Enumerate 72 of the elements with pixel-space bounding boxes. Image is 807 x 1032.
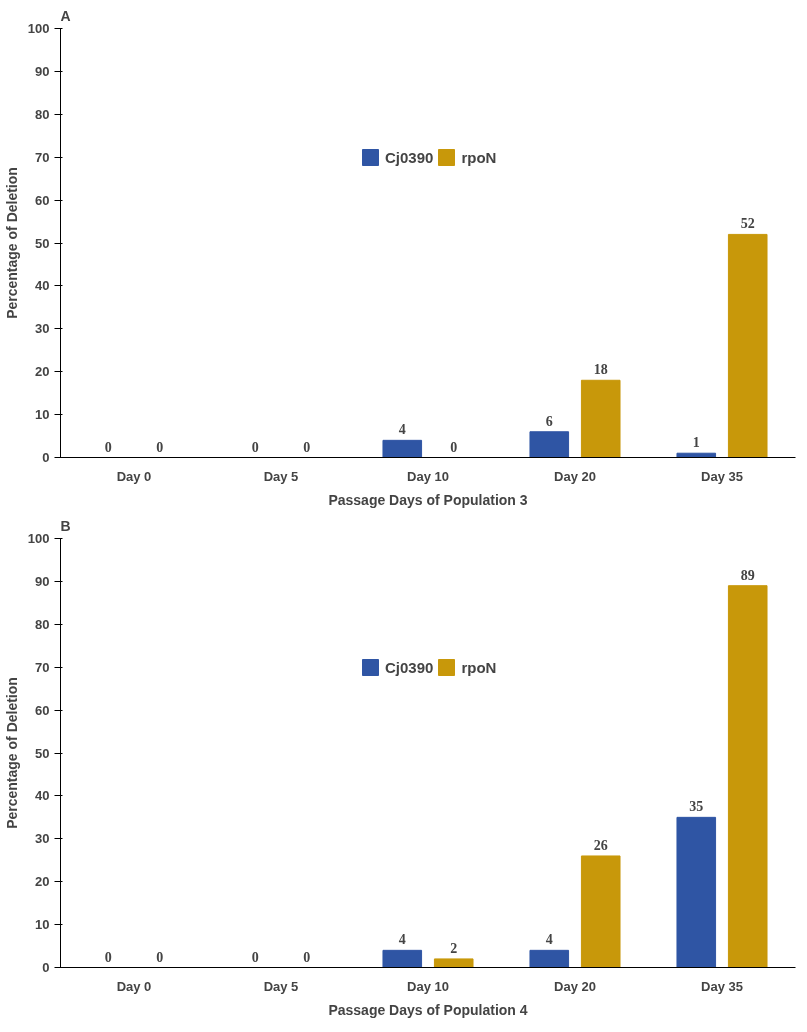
data-label: 6 bbox=[545, 413, 553, 429]
data-label: 0 bbox=[450, 439, 458, 455]
x-axis-title: Passage Days of Population 4 bbox=[328, 1001, 528, 1018]
y-tick-label: 30 bbox=[35, 831, 50, 847]
x-tick-label: Day 5 bbox=[263, 468, 299, 484]
data-label: 18 bbox=[593, 362, 608, 378]
x-tick-label: Day 5 bbox=[263, 978, 299, 994]
y-tick-label: 10 bbox=[35, 917, 50, 933]
y-tick-label: 80 bbox=[35, 616, 50, 632]
bar bbox=[727, 233, 768, 458]
bar bbox=[382, 439, 423, 458]
data-label: 0 bbox=[156, 949, 164, 965]
data-label: 26 bbox=[593, 837, 608, 853]
y-tick-label: 100 bbox=[27, 531, 50, 546]
bar bbox=[529, 431, 570, 458]
y-tick-label: 100 bbox=[27, 21, 50, 36]
bar bbox=[580, 379, 621, 458]
data-label: 2 bbox=[450, 940, 458, 956]
data-label: 0 bbox=[251, 949, 259, 965]
y-tick-label: 50 bbox=[35, 745, 50, 761]
y-tick-label: 90 bbox=[35, 63, 50, 79]
x-tick-label: Day 0 bbox=[116, 468, 152, 484]
x-tick-label: Day 0 bbox=[116, 978, 152, 994]
y-tick-label: 0 bbox=[42, 450, 50, 465]
bar bbox=[529, 949, 570, 968]
y-tick-label: 50 bbox=[35, 235, 50, 251]
data-label: 89 bbox=[740, 567, 755, 583]
y-tick-label: 60 bbox=[35, 702, 50, 718]
y-tick-label: 30 bbox=[35, 321, 50, 337]
y-tick-label: 10 bbox=[35, 407, 50, 423]
y-tick-label: 70 bbox=[35, 149, 50, 165]
data-label: 0 bbox=[303, 439, 311, 455]
data-label: 0 bbox=[251, 439, 259, 455]
data-label: 4 bbox=[545, 932, 553, 948]
data-label: 52 bbox=[740, 216, 755, 232]
y-tick-label: 40 bbox=[35, 788, 50, 804]
legend-label: Cj0390 bbox=[385, 658, 434, 676]
legend-label: rpoN bbox=[461, 658, 497, 676]
y-tick-label: 0 bbox=[42, 960, 50, 975]
y-tick-label: 60 bbox=[35, 192, 50, 208]
data-label: 0 bbox=[156, 439, 164, 455]
bar bbox=[676, 816, 717, 968]
data-label: 4 bbox=[398, 422, 406, 438]
y-tick-label: 40 bbox=[35, 278, 50, 294]
y-tick-label: 20 bbox=[35, 364, 50, 380]
x-axis-title: Passage Days of Population 3 bbox=[328, 491, 528, 508]
data-label: 4 bbox=[398, 932, 406, 948]
legend-label: rpoN bbox=[461, 148, 497, 166]
y-axis-title: Percentage of Deletion bbox=[3, 677, 20, 829]
x-tick-label: Day 35 bbox=[701, 468, 743, 484]
y-tick-label: 70 bbox=[35, 659, 50, 675]
chart-title: A bbox=[60, 7, 71, 24]
data-label: 0 bbox=[303, 949, 311, 965]
data-label: 1 bbox=[692, 435, 700, 451]
data-label: 0 bbox=[104, 439, 112, 455]
bar bbox=[727, 585, 768, 968]
x-tick-label: Day 10 bbox=[407, 468, 449, 484]
data-label: 0 bbox=[104, 949, 112, 965]
bar bbox=[433, 958, 474, 968]
x-tick-label: Day 35 bbox=[701, 978, 743, 994]
y-tick-label: 20 bbox=[35, 874, 50, 890]
bar bbox=[382, 949, 423, 968]
y-tick-label: 80 bbox=[35, 106, 50, 122]
y-axis-title: Percentage of Deletion bbox=[3, 167, 20, 319]
legend-label: Cj0390 bbox=[385, 148, 434, 166]
y-tick-label: 90 bbox=[35, 573, 50, 589]
x-tick-label: Day 20 bbox=[554, 468, 596, 484]
bar bbox=[580, 855, 621, 968]
x-tick-label: Day 20 bbox=[554, 978, 596, 994]
data-label: 35 bbox=[689, 799, 704, 815]
chart-title: B bbox=[60, 517, 71, 534]
x-tick-label: Day 10 bbox=[407, 978, 449, 994]
